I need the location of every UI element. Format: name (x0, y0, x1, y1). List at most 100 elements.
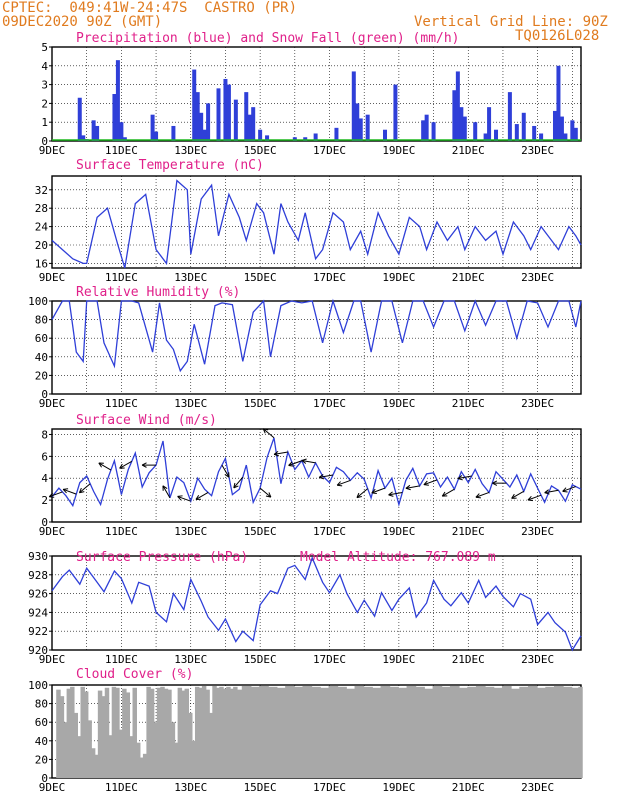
wind-arrow (319, 474, 334, 478)
cloud-bar (219, 686, 224, 778)
y-tick-label: 922 (28, 625, 48, 638)
wind-arrow (288, 460, 302, 466)
precip-bar (365, 114, 370, 141)
cloud-bar (415, 686, 425, 778)
precip-bar (154, 131, 159, 141)
y-tick-label: 4 (41, 60, 48, 73)
panel-title: Surface Wind (m/s) (76, 413, 217, 428)
cloud-bar (160, 686, 165, 778)
wind-arrow-head (301, 458, 307, 461)
wind-arrow-head (78, 487, 82, 493)
wind-arrow-head (457, 475, 463, 479)
wind-arrow-head (388, 494, 394, 497)
wind-arrow (233, 476, 244, 489)
precip-bar (552, 110, 557, 141)
wind-arrow-head (265, 495, 271, 498)
wind-arrow-head (162, 485, 168, 489)
wind-arrow-head (356, 492, 360, 498)
precip-bar (358, 118, 363, 141)
y-tick-label: 40 (35, 735, 48, 748)
precip-bar (383, 129, 388, 141)
cloud-bar (229, 688, 235, 778)
precip-bar (452, 90, 457, 141)
wind-arrow-head (457, 477, 463, 481)
x-tick-label: 13DEC (174, 144, 207, 157)
x-tick-label: 11DEC (105, 781, 138, 794)
y-tick-label: 1 (41, 116, 48, 129)
wind-arrow (442, 488, 455, 497)
precip-bar (119, 122, 124, 141)
y-tick-label: 16 (35, 257, 48, 270)
x-tick-label: 17DEC (313, 653, 346, 666)
y-tick-label: 20 (35, 753, 48, 766)
x-tick-label: 19DEC (382, 271, 415, 284)
precip-bar (514, 124, 519, 141)
cloud-bar (80, 686, 85, 778)
x-tick-label: 21DEC (452, 525, 485, 538)
wind-arrow-head (527, 499, 533, 502)
cloud-bar (122, 688, 127, 778)
panel-frame-3 (51, 428, 582, 523)
precip-bar (494, 129, 499, 141)
panel-annotation: Model Altitude: 767.089 m (300, 550, 496, 565)
cloud-bar (163, 688, 169, 778)
cloud-bar (406, 685, 417, 778)
x-tick-label: 17DEC (313, 271, 346, 284)
wind-arrow (371, 487, 386, 494)
wind-arrow-head (268, 492, 272, 498)
wind-arrow-head (492, 482, 498, 486)
y-tick-label: 60 (35, 332, 48, 345)
wind-arrow-head (141, 462, 147, 466)
precip-bar (556, 65, 561, 141)
precip-bar (122, 137, 127, 141)
precip-bar (171, 125, 176, 141)
precip-bar (195, 92, 200, 141)
wind-arrow-head (177, 495, 183, 497)
wind-arrow (511, 490, 525, 499)
cloud-bar (302, 685, 313, 778)
cloud-bar (475, 685, 486, 778)
cloud-bar (194, 686, 200, 778)
panel-title: Surface Pressure (hPa) (76, 550, 248, 565)
wind-arrow-head (98, 462, 102, 468)
precip-bar (455, 71, 460, 141)
cloud-bar (226, 686, 231, 778)
cloud-bar (135, 742, 141, 778)
x-tick-label: 17DEC (313, 525, 346, 538)
panel-title: Relative Humidity (%) (76, 285, 240, 300)
x-tick-label: 9DEC (39, 781, 66, 794)
precip-bar (233, 99, 238, 141)
cloud-bar (259, 685, 269, 778)
precip-bar (424, 114, 429, 141)
wind-arrow-head (48, 492, 54, 498)
cloud-bar (142, 753, 148, 778)
x-tick-label: 13DEC (174, 397, 207, 410)
precip-bar (355, 103, 360, 141)
wind-arrow (405, 485, 420, 489)
wind-arrow-head (233, 485, 239, 489)
cloud-bar (441, 686, 451, 778)
cloud-bar (87, 720, 92, 778)
cloud-bar (241, 685, 252, 778)
cloud-bar (363, 686, 373, 778)
x-tick-label: 11DEC (105, 653, 138, 666)
cloud-bar (236, 689, 243, 778)
cloud-bar (170, 722, 176, 778)
cloud-bar (215, 687, 221, 778)
panel-title: Precipitation (blue) and Snow Fall (gree… (76, 31, 460, 46)
cloud-bar (205, 689, 210, 778)
cloud-bar (129, 736, 134, 778)
x-tick-label: 15DEC (244, 271, 277, 284)
y-tick-label: 80 (35, 698, 48, 711)
y-tick-label: 100 (28, 679, 48, 692)
cloud-bar (146, 686, 151, 778)
wind-arrow-head (492, 480, 498, 484)
panel-title: Cloud Cover (%) (76, 667, 193, 682)
cloud-bar (345, 688, 356, 778)
wind-arrow-head (301, 460, 307, 464)
y-tick-label: 3 (41, 79, 48, 92)
cloud-bar (536, 687, 547, 778)
cloud-bar (328, 685, 339, 778)
